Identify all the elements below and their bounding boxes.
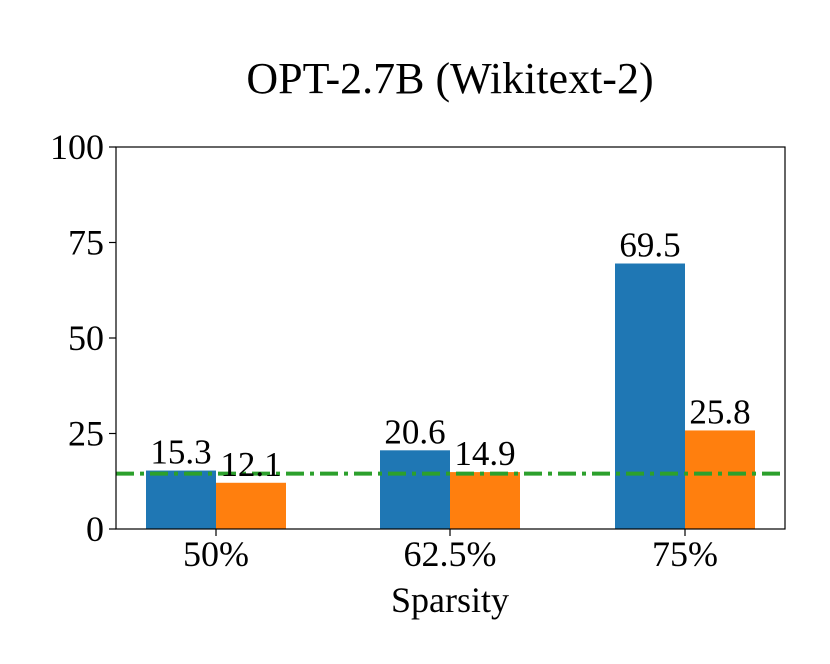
data-label-series1-3: 69.5 <box>619 226 680 265</box>
bar-series2-3 <box>685 430 755 529</box>
x-axis: 50% 62.5% 75% <box>183 529 718 574</box>
bars-layer <box>146 263 755 529</box>
y-tick-label: 75 <box>68 223 104 263</box>
x-tick-label: 50% <box>183 534 249 574</box>
data-label-series2-1: 12.1 <box>220 445 281 484</box>
data-labels-layer: 15.3 20.6 69.5 12.1 14.9 25.8 <box>150 226 750 484</box>
data-label-series2-3: 25.8 <box>689 392 750 431</box>
data-label-series1-1: 15.3 <box>150 433 211 472</box>
x-tick-label: 62.5% <box>404 534 497 574</box>
data-label-series2-2: 14.9 <box>454 434 515 473</box>
y-tick-label: 0 <box>86 509 104 549</box>
y-tick-label: 25 <box>68 414 104 454</box>
bar-series1-2 <box>380 450 450 529</box>
x-axis-label: Sparsity <box>391 580 509 620</box>
x-tick-label: 75% <box>652 534 718 574</box>
y-axis: 0 25 50 75 100 <box>50 127 116 549</box>
bar-series1-3 <box>615 263 685 529</box>
y-tick-label: 50 <box>68 318 104 358</box>
y-tick-label: 100 <box>50 127 104 167</box>
data-label-series1-2: 20.6 <box>384 412 445 451</box>
bar-series1-1 <box>146 470 216 529</box>
bar-series2-2 <box>450 472 520 529</box>
chart-title: OPT-2.7B (Wikitext-2) <box>246 54 653 103</box>
bar-series2-1 <box>216 482 286 529</box>
